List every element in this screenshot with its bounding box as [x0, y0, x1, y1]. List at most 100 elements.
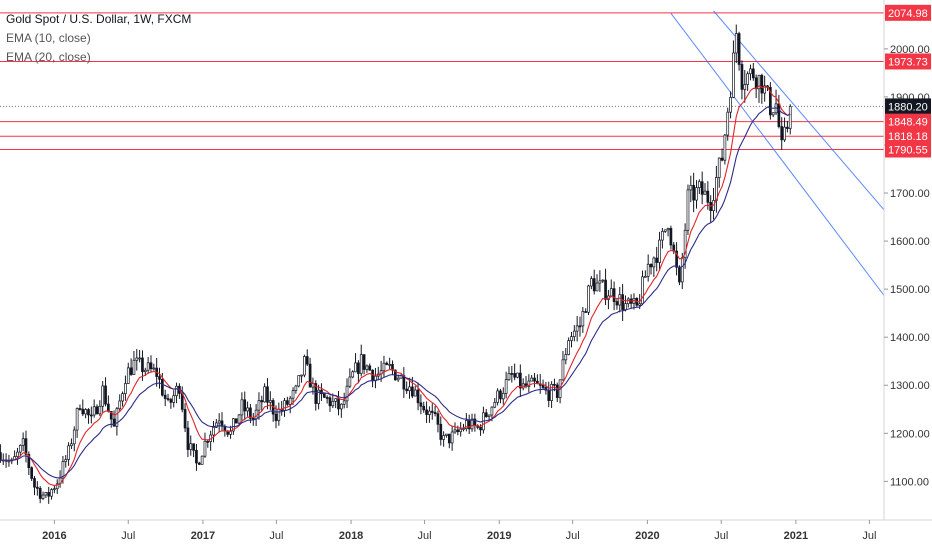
candle-body: [121, 393, 124, 402]
candle-body: [24, 438, 28, 455]
candle-body: [621, 294, 624, 310]
candle-body: [587, 285, 590, 313]
candle-body: [203, 440, 207, 457]
candle-body: [314, 383, 318, 404]
candle-body: [112, 418, 116, 427]
candle-body: [95, 406, 99, 415]
indicator-ema-20[interactable]: EMA (20, close): [6, 50, 91, 64]
candle-body: [195, 449, 198, 464]
candle-body: [101, 385, 105, 407]
candle-body: [334, 398, 338, 402]
candle-body: [456, 429, 460, 433]
candle-body: [206, 440, 210, 443]
candle-body: [297, 375, 301, 387]
candle-body: [430, 410, 434, 413]
candle-body: [214, 422, 218, 428]
candle-body: [232, 418, 235, 432]
candle-body: [737, 33, 741, 65]
x-tick-label: Jul: [418, 530, 432, 542]
candle-body: [365, 365, 369, 370]
time-axis[interactable]: [0, 520, 932, 550]
candle-body: [362, 354, 366, 370]
candle-body: [760, 74, 764, 94]
candle-body: [777, 103, 781, 127]
level-price-badge: [885, 53, 931, 70]
candle-body: [175, 385, 178, 397]
candle-body: [172, 395, 176, 403]
trend-channel-line[interactable]: [713, 10, 885, 211]
candle-body: [67, 445, 70, 460]
candle-body: [163, 394, 167, 399]
candle-body: [626, 298, 630, 305]
candle-body: [21, 438, 25, 446]
candle-body: [75, 408, 79, 431]
candle-body: [561, 359, 565, 381]
candle-body: [771, 112, 775, 116]
candle-body: [107, 403, 110, 412]
candle-body: [769, 87, 772, 116]
y-tick-label: 1600.00: [890, 236, 930, 248]
y-tick-label: 1500.00: [890, 284, 930, 296]
candle-body: [584, 311, 588, 313]
candle-body: [658, 239, 661, 263]
candle-body: [263, 386, 266, 403]
candle-body: [416, 389, 420, 404]
candle-body: [578, 325, 582, 328]
trend-channel-line[interactable]: [670, 12, 885, 296]
candle-body: [27, 453, 31, 469]
candle-body: [149, 362, 153, 370]
candle-body: [197, 462, 201, 465]
candle-body: [388, 364, 391, 366]
candle-body: [70, 443, 73, 447]
candle-body: [345, 385, 349, 402]
x-tick-label: 2016: [42, 530, 66, 542]
candle-body: [655, 257, 659, 263]
candle-body: [567, 340, 570, 355]
candle-body: [666, 228, 670, 231]
candle-body: [703, 190, 707, 195]
candle-body: [118, 400, 122, 410]
candle-body: [601, 279, 605, 282]
candle-body: [158, 376, 161, 380]
candle-body: [339, 403, 343, 410]
candle-body: [638, 303, 642, 306]
candle-body: [462, 428, 465, 430]
candle-body: [470, 418, 474, 430]
candle-body: [547, 389, 551, 401]
candle-body: [661, 231, 664, 241]
candle-body: [618, 294, 622, 306]
candle-body: [726, 111, 730, 136]
candle-body: [368, 365, 372, 371]
candle-body: [38, 487, 42, 499]
x-tick-label: Jul: [714, 530, 728, 542]
candle-body: [33, 478, 36, 488]
x-tick-label: Jul: [862, 530, 876, 542]
candle-body: [436, 413, 440, 425]
candle-body: [126, 367, 130, 384]
candle-body: [84, 409, 87, 415]
candle-body: [692, 185, 695, 201]
candle-body: [129, 367, 133, 375]
candle-body: [200, 455, 204, 465]
candle-body: [445, 433, 448, 436]
candle-body: [115, 408, 119, 427]
candle-body: [734, 33, 738, 54]
candle-body: [143, 369, 147, 373]
candle-body: [192, 443, 195, 451]
price-axis[interactable]: [884, 0, 932, 550]
candle-body: [697, 181, 701, 188]
candle-body: [572, 330, 576, 337]
level-price-badge: [885, 128, 931, 145]
ema-20-line: [0, 106, 791, 479]
candle-body: [16, 451, 19, 457]
y-tick-label: 1200.00: [890, 428, 930, 440]
indicator-ema-10[interactable]: EMA (10, close): [6, 31, 91, 45]
candle-body: [61, 461, 65, 479]
x-tick-label: 2020: [635, 530, 659, 542]
candle-body: [689, 185, 693, 191]
candle-body: [325, 397, 329, 399]
candle-body: [695, 187, 698, 201]
candle-body: [678, 266, 681, 283]
